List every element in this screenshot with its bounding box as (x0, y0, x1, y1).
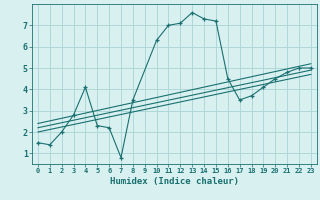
X-axis label: Humidex (Indice chaleur): Humidex (Indice chaleur) (110, 177, 239, 186)
